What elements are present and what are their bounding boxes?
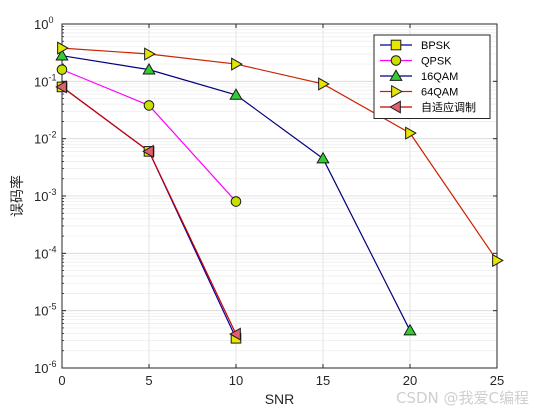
x-tick-label: 10 xyxy=(229,373,243,388)
series-4-point xyxy=(144,47,156,61)
legend-label: BPSK xyxy=(421,40,451,52)
y-tick-label: 10-2 xyxy=(34,130,56,147)
series-3-point xyxy=(229,88,243,100)
series-3-point xyxy=(403,323,417,336)
y-tick-label: 100 xyxy=(34,15,53,32)
series-5-point xyxy=(142,144,154,159)
legend-label: QPSK xyxy=(421,56,452,68)
x-tick-label: 15 xyxy=(316,373,330,388)
series-2-point xyxy=(56,64,68,75)
y-tick-label: 10-6 xyxy=(34,359,56,376)
series-4-line xyxy=(61,47,498,261)
legend-marker xyxy=(389,69,403,81)
series-4-point xyxy=(57,41,69,55)
x-tick-label: 0 xyxy=(58,373,65,388)
legend-marker xyxy=(389,100,401,114)
tick-labels: 0 5 10 15 20 25 10-6 10-5 10-4 10-3 10-2 10-1 100 xyxy=(34,15,504,388)
series-3-point xyxy=(55,48,69,61)
x-axis-title: SNR xyxy=(265,391,295,407)
legend-marker xyxy=(390,39,402,51)
series-3-point xyxy=(316,151,330,164)
series-2-point xyxy=(230,196,242,207)
y-tick-label: 10-3 xyxy=(34,187,56,204)
series-4-point xyxy=(405,126,417,140)
series-3-point xyxy=(142,62,156,75)
y-tick-label: 10-4 xyxy=(34,244,56,261)
series-markers xyxy=(55,41,504,344)
x-tick-label: 25 xyxy=(490,373,504,388)
series-2-point xyxy=(143,100,155,111)
y-tick-label: 10-1 xyxy=(34,72,56,89)
series-5-point xyxy=(229,327,241,341)
legend-label: 64QAM xyxy=(421,87,458,99)
legend-marker xyxy=(390,55,402,66)
watermark-text: CSDN @我爱C编程 xyxy=(395,389,529,407)
legend-label: 16QAM xyxy=(421,71,458,83)
x-tick-label: 20 xyxy=(403,373,417,388)
series-5-point xyxy=(55,80,67,94)
series-4-point xyxy=(231,57,243,71)
series-4-point xyxy=(492,253,504,268)
legend-marker xyxy=(391,84,403,99)
y-axis-title: 误码率 xyxy=(9,175,25,217)
legend-label: 自适应调制 xyxy=(421,100,476,114)
series-4-point xyxy=(318,77,330,91)
x-tick-label: 5 xyxy=(145,373,152,388)
y-tick-label: 10-5 xyxy=(34,302,56,319)
